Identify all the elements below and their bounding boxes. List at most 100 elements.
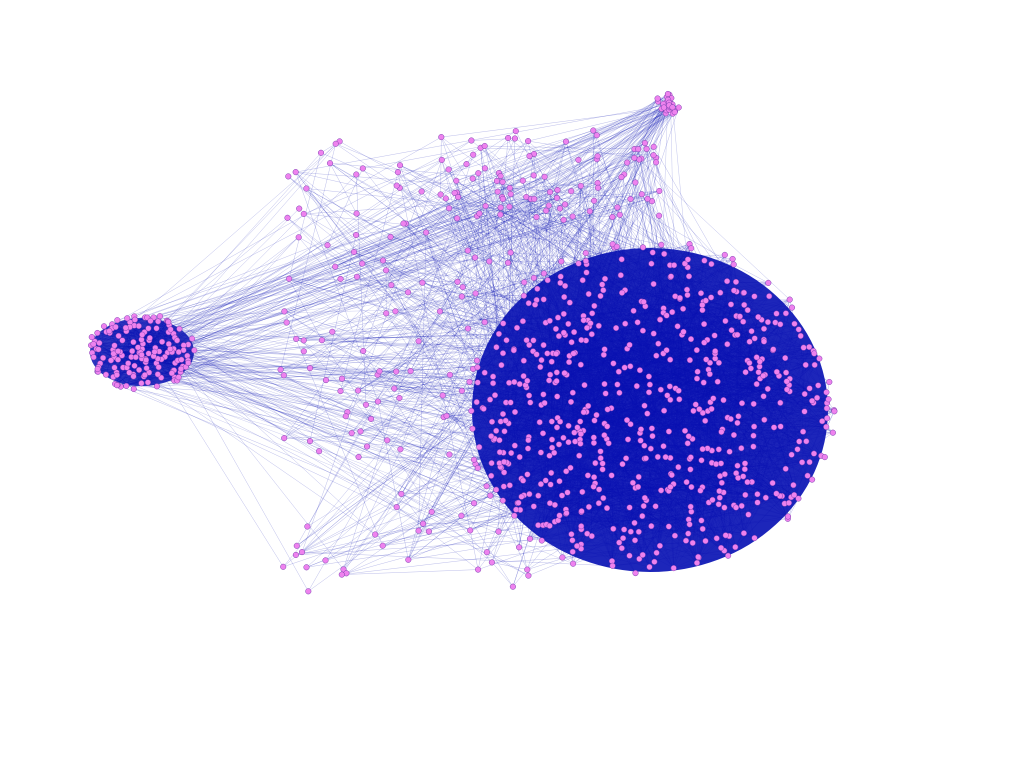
- graph-edge: [580, 297, 681, 422]
- graph-edge: [578, 263, 755, 339]
- graph-node: [535, 492, 542, 499]
- graph-node: [571, 429, 578, 436]
- graph-node: [627, 363, 634, 370]
- graph-edge: [114, 345, 156, 349]
- graph-edge: [98, 359, 182, 372]
- graph-edge: [586, 327, 603, 470]
- graph-node: [568, 531, 575, 538]
- graph-node: [387, 233, 394, 240]
- graph-edge: [550, 457, 671, 485]
- graph-edge: [617, 384, 720, 492]
- graph-edge: [568, 388, 768, 443]
- graph-node: [601, 432, 608, 439]
- graph-edge: [674, 297, 681, 536]
- graph-edge: [639, 497, 720, 560]
- graph-edge: [665, 426, 827, 458]
- graph-edge: [503, 281, 737, 324]
- graph-edge: [581, 330, 644, 512]
- graph-edge: [612, 363, 614, 566]
- graph-node: [175, 374, 182, 381]
- graph-edge: [533, 277, 793, 308]
- graph-edge: [637, 259, 689, 323]
- graph-edge: [157, 351, 173, 375]
- graph-node: [114, 356, 122, 363]
- graph-edge: [748, 514, 755, 539]
- graph-edge: [502, 294, 688, 415]
- graph-edge: [541, 344, 630, 541]
- graph-edge: [296, 361, 552, 546]
- main-cluster-edge-mass: [472, 248, 828, 572]
- graph-edge: [603, 243, 690, 499]
- graph-edge: [590, 323, 755, 539]
- graph-edge: [545, 322, 749, 515]
- graph-edge: [480, 147, 835, 411]
- graph-node: [675, 104, 682, 111]
- graph-edge: [629, 482, 634, 556]
- graph-node: [488, 460, 495, 467]
- graph-node: [102, 371, 110, 378]
- graph-edge: [588, 293, 718, 382]
- graph-edge: [491, 305, 595, 464]
- graph-node: [652, 503, 659, 510]
- graph-node: [122, 324, 129, 331]
- graph-edge: [503, 439, 553, 473]
- graph-edge: [556, 353, 719, 450]
- graph-edge: [720, 431, 804, 464]
- graph-edge: [545, 353, 664, 481]
- graph-node: [526, 392, 533, 399]
- graph-edge: [604, 278, 626, 324]
- graph-edge: [557, 319, 661, 419]
- graph-node: [639, 327, 646, 334]
- graph-edge: [605, 393, 703, 488]
- graph-node: [655, 340, 662, 347]
- graph-edge: [590, 323, 612, 476]
- graph-node: [581, 382, 588, 389]
- graph-edge: [545, 322, 781, 403]
- graph-edge: [375, 385, 526, 535]
- graph-edge: [718, 504, 726, 536]
- graph-edge: [702, 451, 730, 529]
- graph-edge: [690, 254, 725, 458]
- graph-edge: [614, 247, 738, 466]
- graph-edge: [499, 264, 734, 441]
- graph-edge: [596, 414, 702, 461]
- graph-edge: [491, 462, 744, 477]
- graph-edge: [741, 426, 755, 449]
- graph-edge: [727, 344, 815, 454]
- graph-edge: [559, 421, 561, 516]
- graph-edge: [638, 267, 688, 477]
- graph-edge: [584, 385, 595, 421]
- graph-node: [469, 425, 476, 432]
- graph-edge: [607, 402, 814, 427]
- graph-edge: [513, 349, 520, 385]
- graph-edge: [687, 374, 766, 444]
- graph-edge: [630, 390, 679, 532]
- graph-edge: [549, 367, 625, 381]
- graph-node: [687, 466, 694, 473]
- graph-edge: [629, 344, 717, 465]
- graph-edge: [118, 351, 182, 369]
- graph-edge: [618, 371, 829, 400]
- graph-edge: [757, 378, 761, 503]
- graph-node: [735, 413, 742, 420]
- graph-edge: [509, 348, 628, 383]
- graph-edge: [616, 246, 723, 430]
- graph-node: [397, 446, 404, 453]
- graph-edge: [612, 561, 655, 566]
- graph-edge: [673, 265, 805, 395]
- graph-edge: [559, 305, 595, 482]
- graph-node: [697, 487, 704, 494]
- graph-edge: [530, 402, 542, 453]
- graph-edge: [724, 316, 759, 475]
- graph-node: [688, 508, 695, 515]
- graph-edge: [721, 431, 786, 469]
- graph-node: [675, 387, 682, 394]
- graph-node: [135, 322, 142, 330]
- graph-node: [641, 494, 648, 501]
- graph-edge: [678, 390, 703, 450]
- graph-edge: [700, 293, 790, 503]
- graph-edge: [471, 405, 589, 412]
- graph-edge: [587, 426, 827, 534]
- graph-node: [687, 336, 695, 343]
- graph-edge: [577, 427, 639, 532]
